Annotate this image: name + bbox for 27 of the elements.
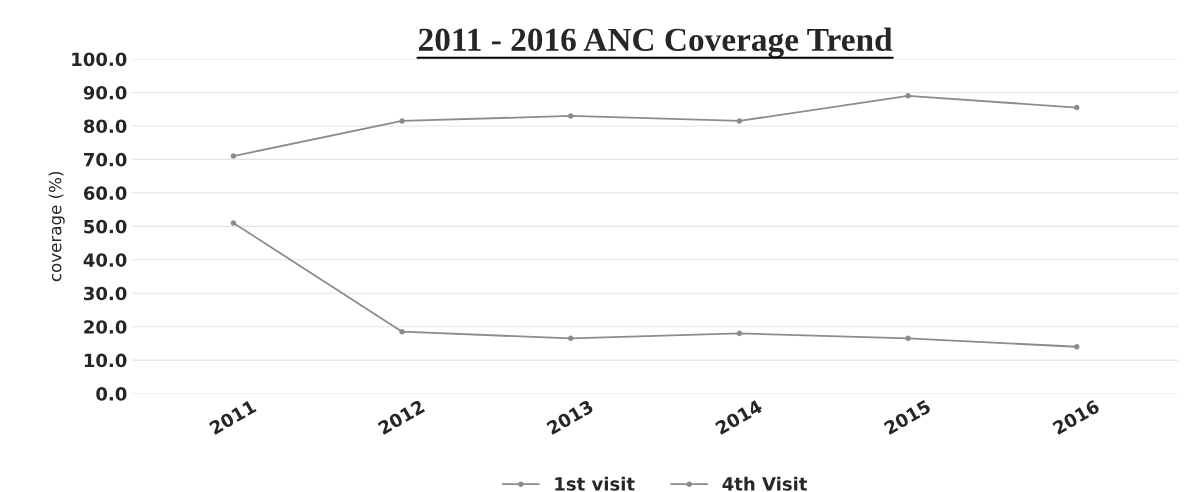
point (399, 118, 405, 124)
point (736, 330, 743, 337)
point (230, 220, 237, 226)
point (399, 328, 405, 335)
chart-title: 2011 - 2016 ANC Coverage Trend (418, 27, 893, 59)
y-tick-label: 10.0 (84, 353, 127, 368)
y-tick-label: 70.0 (84, 152, 127, 167)
y-tick-label: 20.0 (84, 320, 127, 334)
point (1073, 343, 1080, 350)
y-tick-label: 90.0 (83, 85, 127, 100)
point (567, 113, 574, 119)
y-tick-label: 80.0 (83, 119, 127, 134)
y-tick-label: 100.0 (72, 52, 127, 67)
point (1073, 104, 1080, 111)
point (567, 335, 574, 342)
point (736, 118, 743, 124)
legend-label: 1st visit (555, 476, 635, 491)
y-axis-title: coverage (%) (48, 172, 65, 282)
y-tick-label: 0.0 (96, 387, 127, 401)
y-tick-label: 30.0 (84, 286, 127, 301)
y-tick-label: 40.0 (83, 253, 127, 267)
y-tick-label: 60.0 (83, 186, 127, 200)
point (905, 335, 911, 342)
legend-label: 4th Visit (722, 476, 808, 491)
point (905, 93, 911, 99)
point (230, 153, 237, 159)
y-tick-label: 50.0 (84, 219, 127, 234)
